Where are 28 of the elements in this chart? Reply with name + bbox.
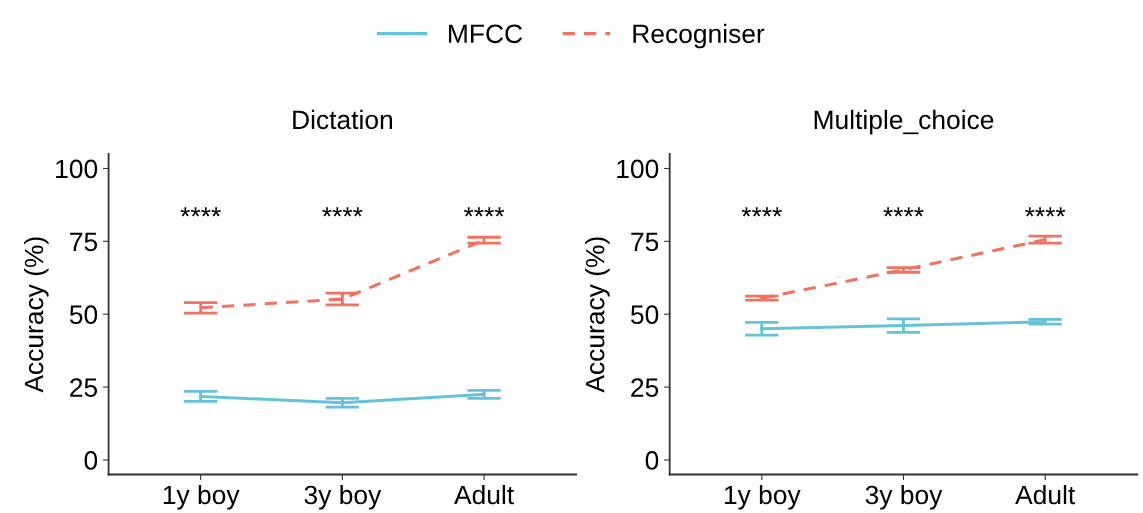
y-axis-title: Accuracy (%) <box>585 237 610 393</box>
legend-label: Recogniser <box>633 23 765 49</box>
annotation: **** <box>180 207 221 217</box>
legend-label: MFCC <box>449 24 523 44</box>
x-tick-label: 3y boy <box>865 484 943 510</box>
y-tick-label: 0 <box>645 451 659 470</box>
annotation: **** <box>1025 207 1066 217</box>
annotation: **** <box>741 207 782 217</box>
chart-title: Dictation <box>293 109 392 130</box>
annotation: **** <box>883 207 924 217</box>
x-tick-label: 1y boy <box>724 484 801 510</box>
y-tick-label: 75 <box>631 232 659 252</box>
annotation: **** <box>322 207 363 217</box>
y-tick-label: 50 <box>69 305 98 325</box>
x-tick-label: Adult <box>1015 484 1076 505</box>
x-tick-label: 3y boy <box>304 484 382 510</box>
annotation: **** <box>463 207 505 217</box>
y-tick-label: 25 <box>70 378 98 397</box>
y-tick-label: 100 <box>617 159 659 179</box>
x-tick-label: Adult <box>454 484 514 505</box>
y-tick-label: 25 <box>631 378 659 397</box>
y-tick-label: 100 <box>56 159 98 179</box>
y-tick-label: 75 <box>70 232 98 252</box>
y-tick-label: 50 <box>630 305 659 325</box>
chart-title: Multiple_choice <box>814 109 994 135</box>
y-tick-label: 0 <box>84 451 98 470</box>
y-axis-title: Accuracy (%) <box>23 237 49 393</box>
x-tick-label: 1y boy <box>163 484 240 510</box>
